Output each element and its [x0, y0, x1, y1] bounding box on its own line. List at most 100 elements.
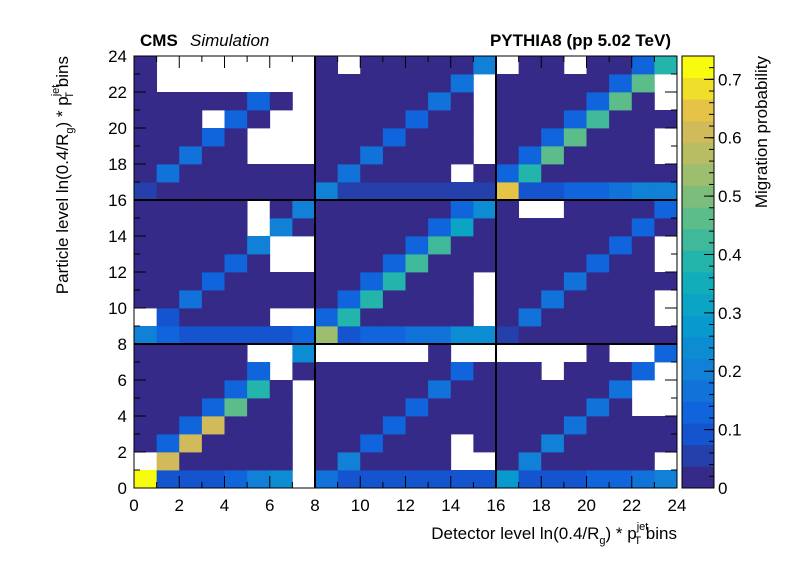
heatmap-cell	[541, 254, 565, 273]
heatmap-cell	[496, 110, 520, 129]
heatmap-cell	[134, 56, 158, 75]
x-tick-label: 14	[441, 496, 460, 515]
heatmap-cell	[292, 326, 316, 345]
heatmap-cell	[247, 272, 271, 291]
heatmap-cell	[631, 416, 655, 435]
heatmap-cell	[337, 452, 361, 471]
heatmap-cell	[609, 128, 633, 147]
heatmap-cell	[563, 92, 587, 111]
heatmap-cell	[315, 290, 339, 309]
heatmap-cell	[247, 308, 271, 327]
heatmap-cell	[563, 164, 587, 183]
heatmap-cell	[360, 290, 384, 309]
heatmap-cell	[609, 236, 633, 255]
axis-ticks: 0 2 4 6 8 10 12 14 16 18 20 22 240246810121416182022…	[108, 47, 686, 515]
heatmap-cell	[382, 272, 406, 291]
heatmap-cell	[134, 416, 158, 435]
heatmap-cell	[654, 182, 678, 201]
heatmap-cell	[473, 326, 497, 345]
heatmap-cell	[518, 92, 542, 111]
heatmap-cell	[473, 398, 497, 417]
heatmap-cell	[473, 236, 497, 255]
heatmap-cell	[360, 92, 384, 111]
colorbar-band	[682, 444, 714, 467]
heatmap-cell	[405, 416, 429, 435]
heatmap-cell	[518, 254, 542, 273]
heatmap-cell	[201, 92, 225, 111]
heatmap-cell	[179, 470, 203, 489]
heatmap-cell	[405, 308, 429, 327]
heatmap-cell	[360, 110, 384, 129]
heatmap-cell	[224, 326, 248, 345]
heatmap-cell	[337, 254, 361, 273]
heatmap-cell	[292, 182, 316, 201]
heatmap-cell	[496, 272, 520, 291]
heatmap-cell	[337, 128, 361, 147]
heatmap-cells	[134, 56, 678, 489]
heatmap-cell	[473, 416, 497, 435]
heatmap-cell	[586, 416, 610, 435]
heatmap-cell	[134, 326, 158, 345]
heatmap-cell	[405, 164, 429, 183]
heatmap-cell	[201, 254, 225, 273]
colorbar-band	[682, 120, 714, 143]
heatmap-cell	[541, 272, 565, 291]
heatmap-cell	[224, 272, 248, 291]
y-tick-label: 18	[108, 155, 127, 174]
heatmap-cell	[382, 146, 406, 165]
heatmap-cell	[337, 290, 361, 309]
heatmap-cell	[541, 128, 565, 147]
heatmap-cell	[337, 146, 361, 165]
heatmap-cell	[586, 326, 610, 345]
heatmap-cell	[405, 182, 429, 201]
heatmap-cell	[609, 434, 633, 453]
heatmap-cell	[450, 416, 474, 435]
x-tick-label: 16	[487, 496, 506, 515]
heatmap-cell	[134, 218, 158, 237]
heatmap-cell	[292, 290, 316, 309]
heatmap-cell	[269, 272, 293, 291]
heatmap-cell	[541, 110, 565, 129]
heatmap-cell	[609, 308, 633, 327]
heatmap-cell	[315, 128, 339, 147]
y-tick-label: 20	[108, 119, 127, 138]
heatmap-cell	[586, 128, 610, 147]
heatmap-cell	[201, 164, 225, 183]
heatmap-cell	[586, 452, 610, 471]
heatmap-cell	[428, 398, 452, 417]
heatmap-cell	[563, 182, 587, 201]
heatmap-cell	[541, 380, 565, 399]
heatmap-cell	[247, 398, 271, 417]
heatmap-cell	[654, 272, 678, 291]
heatmap-cell	[179, 416, 203, 435]
heatmap-cell	[224, 290, 248, 309]
heatmap-cell	[586, 164, 610, 183]
heatmap-cell	[201, 146, 225, 165]
colorbar-frame	[681, 55, 715, 489]
heatmap-cell	[541, 56, 565, 75]
heatmap-cell	[609, 362, 633, 381]
heatmap-cell	[609, 92, 633, 111]
heatmap-cell	[405, 470, 429, 489]
heatmap-cell	[179, 110, 203, 129]
heatmap-cell	[179, 272, 203, 291]
heatmap-cell	[201, 398, 225, 417]
heatmap-cell	[518, 272, 542, 291]
heatmap-cell	[179, 200, 203, 219]
colorbar-band	[682, 164, 714, 186]
heatmap-cell	[315, 236, 339, 255]
heatmap-cell	[269, 398, 293, 417]
heatmap-cell	[563, 470, 587, 489]
heatmap-cell	[134, 398, 158, 417]
heatmap-cell	[405, 56, 429, 75]
y-tick-label: 8	[118, 335, 127, 354]
heatmap-cell	[337, 326, 361, 345]
heatmap-cell	[654, 56, 678, 75]
heatmap-cell	[269, 182, 293, 201]
heatmap-cell	[405, 272, 429, 291]
heatmap-cell	[518, 146, 542, 165]
heatmap-cell	[541, 74, 565, 93]
heatmap-cell	[586, 218, 610, 237]
heatmap-cell	[156, 380, 180, 399]
heatmap-cell	[405, 110, 429, 129]
